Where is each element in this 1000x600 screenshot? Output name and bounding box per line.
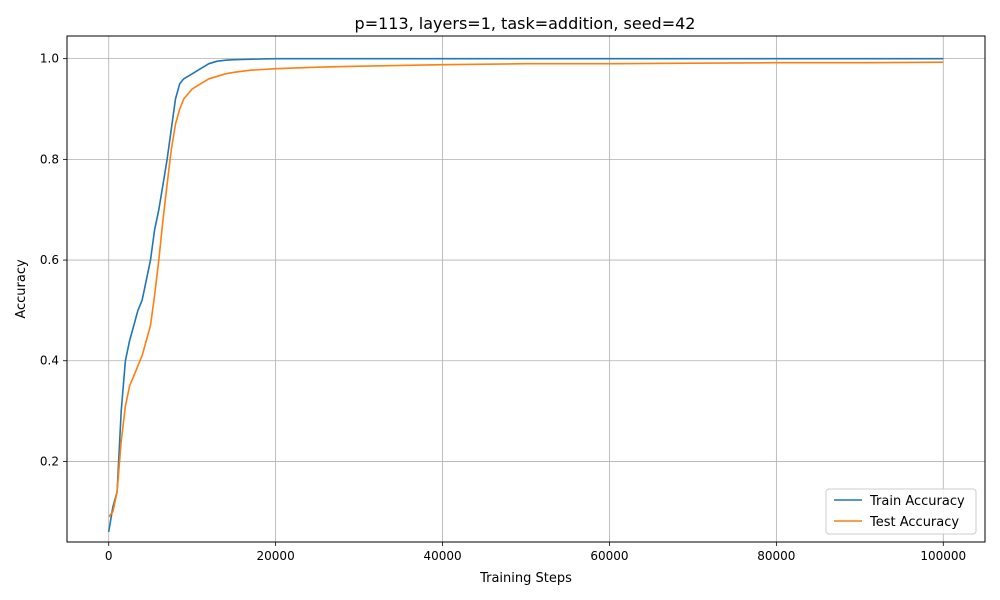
legend-box: [825, 488, 977, 535]
x-tick-label: 40000: [423, 549, 461, 563]
x-tick-label: 0: [105, 549, 113, 563]
test-accuracy-line: [108, 61, 944, 518]
y-tick-label: 0.2: [40, 454, 59, 468]
x-tick-label: 80000: [757, 549, 795, 563]
y-tick-label: 1.0: [40, 52, 59, 66]
y-tick-label: 0.8: [40, 152, 59, 166]
y-axis-label: Accuracy: [14, 259, 29, 319]
plot-frame: [66, 35, 986, 543]
legend-label-test: Test Accuracy: [869, 515, 959, 530]
y-axis: 0.2 0.4 0.6 0.8 1.0: [40, 52, 67, 468]
chart-title: p=113, layers=1, task=addition, seed=42: [355, 14, 696, 33]
plot-lines: [107, 57, 944, 533]
x-tick-label: 60000: [590, 549, 628, 563]
x-tick-label: 20000: [257, 549, 295, 563]
train-accuracy-line: [107, 57, 944, 533]
y-tick-label: 0.6: [40, 253, 59, 267]
x-axis-label: Training Steps: [479, 571, 572, 586]
y-tick-label: 0.4: [40, 354, 59, 368]
x-axis: 0 20000 40000 60000 80000 100000: [105, 542, 966, 563]
legend-label-train: Train Accuracy: [869, 494, 965, 509]
x-tick-label: 100000: [920, 549, 966, 563]
legend: Train Accuracy Test Accuracy: [825, 488, 977, 535]
